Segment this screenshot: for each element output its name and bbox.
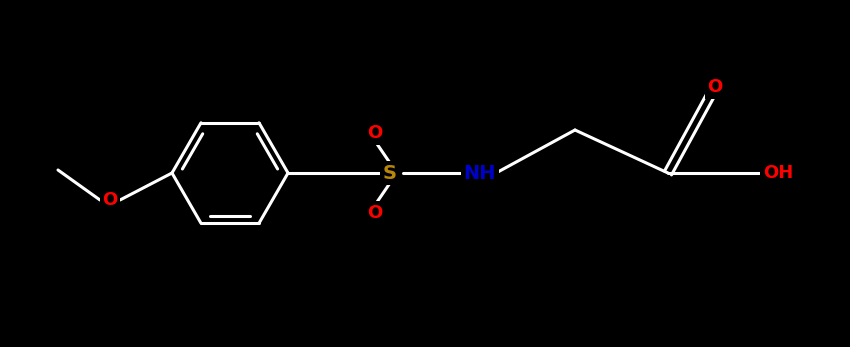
Text: O: O — [102, 191, 117, 209]
Text: O: O — [367, 124, 382, 142]
Text: OH: OH — [762, 164, 793, 182]
Text: O: O — [707, 78, 722, 96]
Text: O: O — [367, 204, 382, 222]
Text: NH: NH — [464, 163, 496, 183]
Text: S: S — [383, 163, 397, 183]
